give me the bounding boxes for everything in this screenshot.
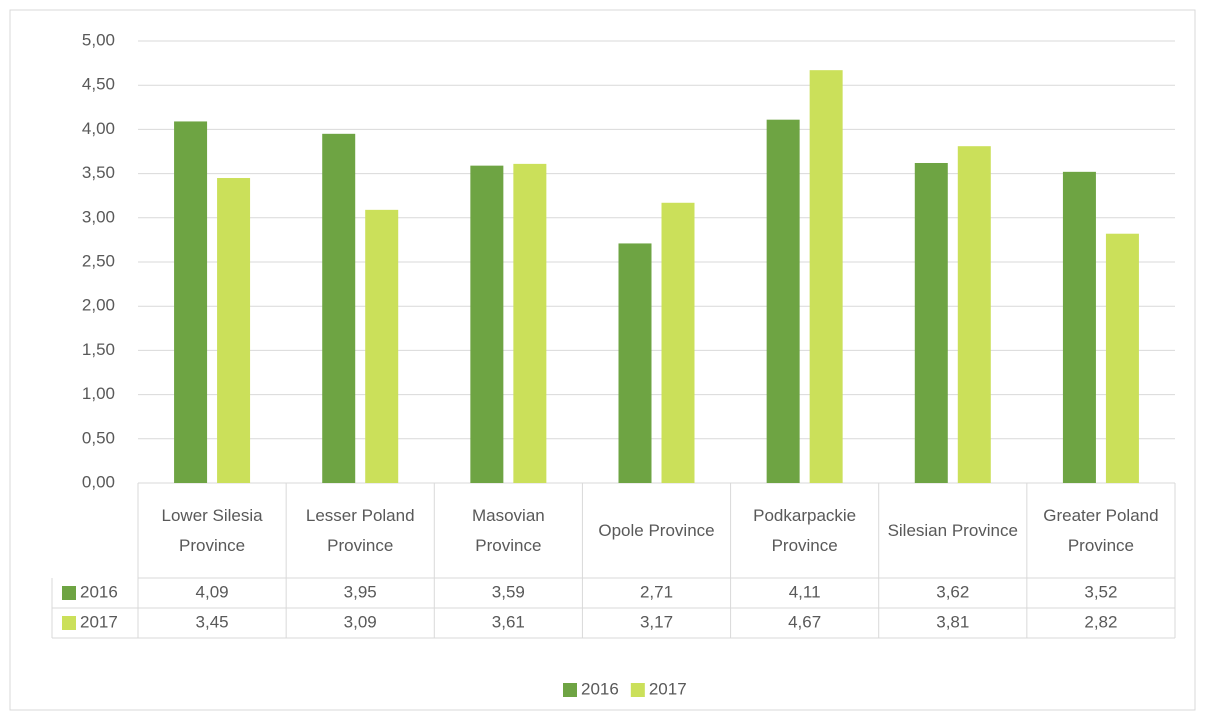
legend-label: 2016 (581, 679, 619, 698)
y-tick-label: 4,00 (82, 119, 115, 138)
y-tick-label: 2,00 (82, 296, 115, 315)
table-legend-key (62, 586, 76, 600)
chart-border (9, 9, 1196, 711)
table-value: 4,09 (196, 582, 229, 601)
x-tick-label: Silesian Province (887, 520, 1018, 540)
x-category-cell: Silesian Province (887, 520, 1018, 540)
bar (217, 178, 251, 483)
y-tick-label: 1,00 (82, 384, 115, 403)
x-tick-label: Masovian Province (471, 505, 545, 555)
x-tick-label: Podkarpackie Province (753, 505, 857, 555)
y-tick-label: 0,00 (82, 472, 115, 491)
table-value: 3,95 (344, 582, 377, 601)
x-tick-label: Lower Silesia Province (161, 505, 263, 555)
legend-swatch (563, 683, 577, 697)
table-value: 2,82 (1084, 612, 1117, 631)
bar (914, 162, 948, 483)
bar (957, 146, 991, 484)
y-tick-label: 2,50 (82, 251, 115, 270)
x-category-cell: Podkarpackie Province (753, 505, 857, 555)
x-category-cell: Lesser Poland Province (305, 505, 415, 555)
x-tick-label: Opole Province (598, 520, 715, 540)
y-tick-label: 4,50 (82, 75, 115, 94)
bar (470, 165, 504, 484)
bar (174, 121, 208, 483)
bar (809, 70, 843, 483)
bar (365, 209, 399, 483)
y-tick-label: 1,50 (82, 340, 115, 359)
table-value: 3,81 (936, 612, 969, 631)
y-tick-label: 5,00 (82, 30, 115, 49)
table-series-name: 2017 (80, 612, 118, 631)
table-value: 3,59 (492, 582, 525, 601)
bar (766, 119, 800, 484)
table-value: 3,62 (936, 582, 969, 601)
x-category-cell: Lower Silesia Province (161, 505, 263, 555)
x-tick-label: Greater Poland Province (1043, 505, 1159, 555)
legend-label: 2017 (649, 679, 687, 698)
table-series-name: 2016 (80, 582, 118, 601)
x-category-cell: Greater Poland Province (1043, 505, 1159, 555)
bar (1105, 233, 1139, 483)
bar (513, 163, 547, 483)
y-tick-label: 3,50 (82, 163, 115, 182)
bar (322, 133, 356, 483)
table-value: 3,17 (640, 612, 673, 631)
table-value: 4,67 (788, 612, 821, 631)
legend-swatch (630, 683, 645, 697)
table-value: 3,52 (1084, 582, 1117, 601)
table-value: 3,61 (492, 612, 525, 631)
bar (661, 202, 695, 483)
x-category-cell: Opole Province (598, 520, 715, 540)
bar (618, 243, 652, 483)
x-category-cell: Masovian Province (471, 505, 545, 555)
y-tick-label: 3,00 (82, 207, 115, 226)
x-tick-label: Lesser Poland Province (305, 505, 415, 555)
table-value: 4,11 (789, 582, 821, 601)
bar (1062, 171, 1096, 483)
y-tick-label: 0,50 (82, 428, 115, 447)
table-value: 2,71 (640, 582, 673, 601)
table-value: 3,45 (196, 612, 229, 631)
table-legend-key (62, 616, 76, 630)
table-value: 3,09 (344, 612, 377, 631)
